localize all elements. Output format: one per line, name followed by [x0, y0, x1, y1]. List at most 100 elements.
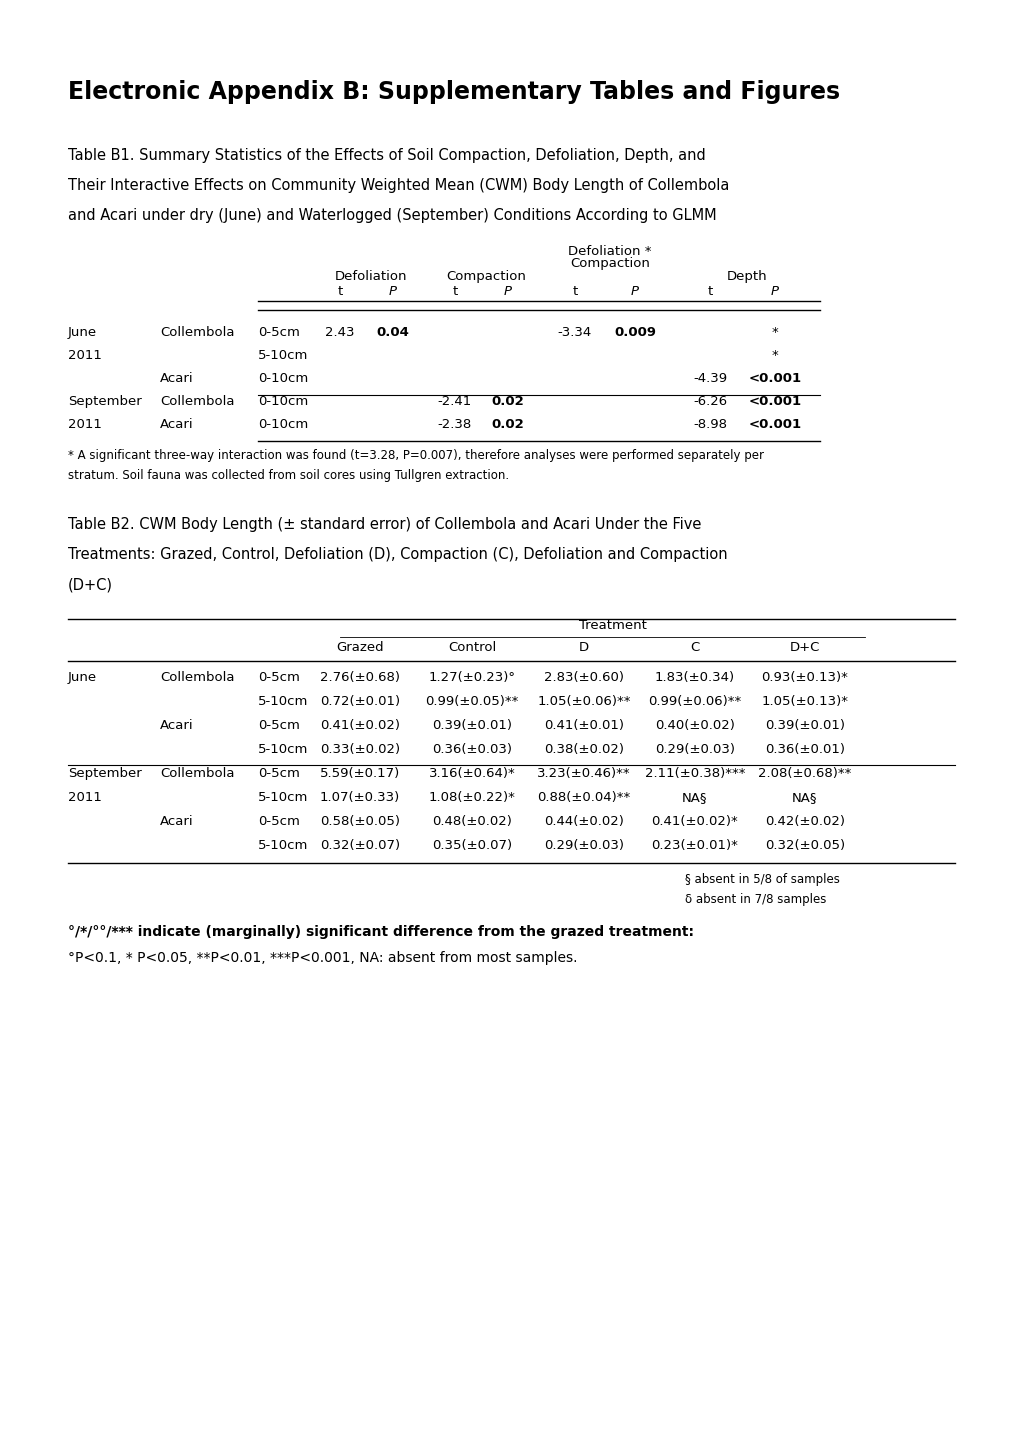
Text: Compaction: Compaction: [570, 257, 649, 270]
Text: 0-5cm: 0-5cm: [258, 671, 300, 684]
Text: Control: Control: [447, 641, 495, 654]
Text: 1.07(±0.33): 1.07(±0.33): [320, 791, 399, 804]
Text: 0.02: 0.02: [491, 395, 524, 408]
Text: 0.72(±0.01): 0.72(±0.01): [320, 696, 399, 709]
Text: -2.38: -2.38: [437, 418, 472, 431]
Text: 2.43: 2.43: [325, 326, 355, 339]
Text: and Acari under dry (June) and Waterlogged (September) Conditions According to G: and Acari under dry (June) and Waterlogg…: [68, 208, 716, 224]
Text: 0.40(±0.02): 0.40(±0.02): [654, 719, 735, 732]
Text: 0.93(±0.13)*: 0.93(±0.13)*: [761, 671, 848, 684]
Text: δ absent in 7/8 samples: δ absent in 7/8 samples: [685, 893, 825, 906]
Text: P: P: [388, 286, 396, 299]
Text: D+C: D+C: [789, 641, 819, 654]
Text: C: C: [690, 641, 699, 654]
Text: Treatment: Treatment: [578, 619, 646, 632]
Text: 0-5cm: 0-5cm: [258, 719, 300, 732]
Text: -3.34: -3.34: [557, 326, 592, 339]
Text: June: June: [68, 671, 97, 684]
Text: 0-5cm: 0-5cm: [258, 326, 300, 339]
Text: Collembola: Collembola: [160, 671, 234, 684]
Text: 2011: 2011: [68, 349, 102, 362]
Text: NA§: NA§: [792, 791, 817, 804]
Text: September: September: [68, 395, 142, 408]
Text: °/*/°°/*** indicate (marginally) significant difference from the grazed treatmen: °/*/°°/*** indicate (marginally) signifi…: [68, 925, 693, 939]
Text: Acari: Acari: [160, 719, 194, 732]
Text: 5.59(±0.17): 5.59(±0.17): [320, 768, 399, 781]
Text: Defoliation: Defoliation: [335, 270, 408, 283]
Text: 0.42(±0.02): 0.42(±0.02): [764, 815, 844, 828]
Text: 0.39(±0.01): 0.39(±0.01): [432, 719, 512, 732]
Text: Table B2. CWM Body Length (± standard error) of Collembola and Acari Under the F: Table B2. CWM Body Length (± standard er…: [68, 517, 701, 532]
Text: *: *: [770, 349, 777, 362]
Text: 2.83(±0.60): 2.83(±0.60): [543, 671, 624, 684]
Text: 0.23(±0.01)*: 0.23(±0.01)*: [651, 838, 738, 851]
Text: 0-5cm: 0-5cm: [258, 815, 300, 828]
Text: § absent in 5/8 of samples: § absent in 5/8 of samples: [685, 873, 839, 886]
Text: t: t: [572, 286, 577, 299]
Text: * A significant three-way interaction was found (t=3.28, P=0.007), therefore ana: * A significant three-way interaction wa…: [68, 449, 763, 462]
Text: 0.02: 0.02: [491, 418, 524, 431]
Text: 0.32(±0.05): 0.32(±0.05): [764, 838, 844, 851]
Text: Acari: Acari: [160, 815, 194, 828]
Text: <0.001: <0.001: [748, 395, 801, 408]
Text: 2.11(±0.38)***: 2.11(±0.38)***: [644, 768, 745, 781]
Text: Electronic Appendix B: Supplementary Tables and Figures: Electronic Appendix B: Supplementary Tab…: [68, 79, 840, 104]
Text: D: D: [579, 641, 589, 654]
Text: (D+C): (D+C): [68, 577, 113, 592]
Text: -6.26: -6.26: [692, 395, 727, 408]
Text: Their Interactive Effects on Community Weighted Mean (CWM) Body Length of Collem: Their Interactive Effects on Community W…: [68, 177, 729, 193]
Text: 0.29(±0.03): 0.29(±0.03): [654, 743, 735, 756]
Text: 0.39(±0.01): 0.39(±0.01): [764, 719, 844, 732]
Text: t: t: [337, 286, 342, 299]
Text: 1.83(±0.34): 1.83(±0.34): [654, 671, 735, 684]
Text: Acari: Acari: [160, 372, 194, 385]
Text: 0.29(±0.03): 0.29(±0.03): [543, 838, 624, 851]
Text: <0.001: <0.001: [748, 372, 801, 385]
Text: 1.08(±0.22)*: 1.08(±0.22)*: [428, 791, 515, 804]
Text: 1.27(±0.23)°: 1.27(±0.23)°: [428, 671, 515, 684]
Text: P: P: [631, 286, 638, 299]
Text: P: P: [503, 286, 512, 299]
Text: Depth: Depth: [727, 270, 767, 283]
Text: Collembola: Collembola: [160, 768, 234, 781]
Text: 2011: 2011: [68, 418, 102, 431]
Text: 0.38(±0.02): 0.38(±0.02): [543, 743, 624, 756]
Text: 0.44(±0.02): 0.44(±0.02): [543, 815, 624, 828]
Text: Collembola: Collembola: [160, 395, 234, 408]
Text: 0.33(±0.02): 0.33(±0.02): [320, 743, 399, 756]
Text: Acari: Acari: [160, 418, 194, 431]
Text: -4.39: -4.39: [692, 372, 727, 385]
Text: t: t: [452, 286, 458, 299]
Text: 0.41(±0.01): 0.41(±0.01): [543, 719, 624, 732]
Text: 2.76(±0.68): 2.76(±0.68): [320, 671, 399, 684]
Text: 5-10cm: 5-10cm: [258, 696, 308, 709]
Text: <0.001: <0.001: [748, 418, 801, 431]
Text: 5-10cm: 5-10cm: [258, 838, 308, 851]
Text: 0.99(±0.06)**: 0.99(±0.06)**: [648, 696, 741, 709]
Text: 0-10cm: 0-10cm: [258, 418, 308, 431]
Text: Treatments: Grazed, Control, Defoliation (D), Compaction (C), Defoliation and Co: Treatments: Grazed, Control, Defoliation…: [68, 547, 727, 561]
Text: P: P: [770, 286, 779, 299]
Text: 0.88(±0.04)**: 0.88(±0.04)**: [537, 791, 630, 804]
Text: 5-10cm: 5-10cm: [258, 743, 308, 756]
Text: Grazed: Grazed: [336, 641, 383, 654]
Text: NA§: NA§: [682, 791, 707, 804]
Text: Defoliation *: Defoliation *: [568, 245, 651, 258]
Text: -2.41: -2.41: [437, 395, 472, 408]
Text: stratum. Soil fauna was collected from soil cores using Tullgren extraction.: stratum. Soil fauna was collected from s…: [68, 469, 508, 482]
Text: 0.36(±0.01): 0.36(±0.01): [764, 743, 844, 756]
Text: 0.36(±0.03): 0.36(±0.03): [432, 743, 512, 756]
Text: 0-10cm: 0-10cm: [258, 372, 308, 385]
Text: 0.99(±0.05)**: 0.99(±0.05)**: [425, 696, 519, 709]
Text: 0.58(±0.05): 0.58(±0.05): [320, 815, 399, 828]
Text: 0-10cm: 0-10cm: [258, 395, 308, 408]
Text: 2011: 2011: [68, 791, 102, 804]
Text: 0.04: 0.04: [376, 326, 409, 339]
Text: Table B1. Summary Statistics of the Effects of Soil Compaction, Defoliation, Dep: Table B1. Summary Statistics of the Effe…: [68, 149, 705, 163]
Text: 0.48(±0.02): 0.48(±0.02): [432, 815, 512, 828]
Text: °P<0.1, * P<0.05, **P<0.01, ***P<0.001, NA: absent from most samples.: °P<0.1, * P<0.05, **P<0.01, ***P<0.001, …: [68, 951, 577, 965]
Text: 0.41(±0.02): 0.41(±0.02): [320, 719, 399, 732]
Text: 0-5cm: 0-5cm: [258, 768, 300, 781]
Text: 1.05(±0.13)*: 1.05(±0.13)*: [761, 696, 848, 709]
Text: 1.05(±0.06)**: 1.05(±0.06)**: [537, 696, 630, 709]
